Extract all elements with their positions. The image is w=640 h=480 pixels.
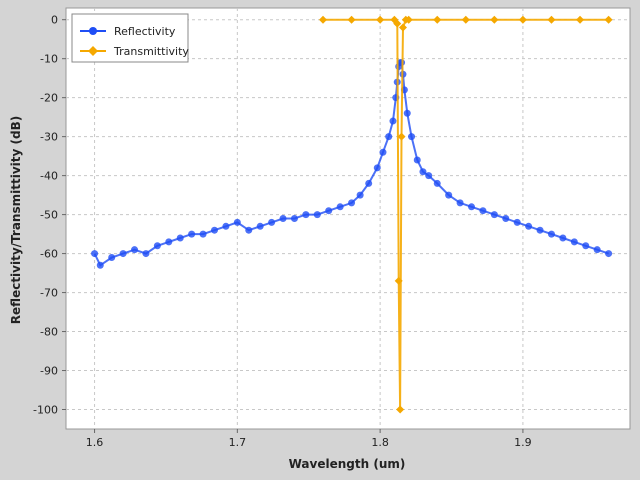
y-tick-label: -20: [40, 92, 58, 105]
data-point-reflectivity: [142, 250, 150, 258]
data-point-reflectivity: [490, 211, 498, 219]
y-tick-label: -60: [40, 248, 58, 261]
y-tick-label: 0: [51, 14, 58, 27]
data-point-reflectivity: [176, 234, 184, 242]
data-point-reflectivity: [389, 117, 397, 125]
data-point-reflectivity: [131, 246, 139, 254]
data-point-reflectivity: [96, 261, 104, 269]
x-tick-label: 1.8: [371, 436, 389, 449]
data-point-reflectivity: [268, 218, 276, 226]
data-point-reflectivity: [413, 156, 421, 164]
y-tick-label: -90: [40, 365, 58, 378]
data-point-reflectivity: [559, 234, 567, 242]
data-point-reflectivity: [313, 211, 321, 219]
data-point-reflectivity: [336, 203, 344, 211]
data-point-reflectivity: [302, 211, 310, 219]
y-tick-label: -10: [40, 53, 58, 66]
data-point-transmittivity: [518, 15, 527, 24]
y-tick-label: -100: [33, 404, 58, 417]
data-point-reflectivity: [165, 238, 173, 246]
x-tick-label: 1.7: [229, 436, 247, 449]
data-point-reflectivity: [279, 215, 287, 222]
data-point-reflectivity: [348, 199, 356, 207]
series-layer: [91, 15, 613, 414]
legend-marker-reflectivity: [89, 27, 97, 35]
y-axis-title: Reflectivity/Transmittivity (dB): [9, 116, 23, 324]
data-point-reflectivity: [365, 179, 373, 187]
data-point-transmittivity: [393, 19, 402, 28]
data-point-reflectivity: [513, 218, 521, 226]
legend: Reflectivity Transmittivity: [71, 13, 189, 63]
y-tick-label: -40: [40, 170, 58, 183]
data-point-transmittivity: [319, 15, 328, 24]
legend-label-transmittivity: Transmittivity: [113, 45, 189, 58]
data-point-reflectivity: [419, 168, 427, 176]
data-point-reflectivity: [290, 215, 298, 222]
data-point-reflectivity: [373, 164, 381, 172]
data-point-reflectivity: [256, 222, 264, 230]
data-point-transmittivity: [394, 276, 403, 285]
data-point-reflectivity: [379, 148, 387, 156]
data-point-transmittivity: [604, 15, 613, 24]
data-point-reflectivity: [570, 238, 578, 246]
data-point-reflectivity: [188, 230, 196, 238]
data-point-reflectivity: [403, 109, 411, 117]
data-point-reflectivity: [210, 226, 218, 234]
data-point-reflectivity: [445, 191, 453, 199]
data-point-reflectivity: [385, 133, 393, 141]
data-point-transmittivity: [576, 15, 585, 24]
data-point-reflectivity: [525, 222, 533, 230]
data-point-reflectivity: [325, 207, 333, 215]
data-point-transmittivity: [547, 15, 556, 24]
data-point-transmittivity: [433, 15, 442, 24]
x-tick-label: 1.6: [86, 436, 104, 449]
data-point-reflectivity: [593, 246, 601, 254]
data-point-reflectivity: [233, 218, 241, 226]
legend-label-reflectivity: Reflectivity: [114, 25, 176, 38]
data-point-reflectivity: [502, 215, 510, 222]
data-point-reflectivity: [356, 191, 364, 199]
data-point-reflectivity: [456, 199, 464, 207]
data-point-reflectivity: [408, 133, 416, 141]
data-point-reflectivity: [536, 226, 544, 234]
y-tick-label: -50: [40, 209, 58, 222]
data-point-reflectivity: [425, 172, 433, 180]
data-point-transmittivity: [396, 405, 405, 414]
x-tick-label: 1.9: [514, 436, 532, 449]
y-tick-label: -80: [40, 326, 58, 339]
data-point-reflectivity: [199, 230, 207, 238]
data-point-transmittivity: [347, 15, 356, 24]
ticks: 1.6 1.7 1.8 1.9 0 -10 -20 -30 -40 -50 -60 -70 -80 -90…: [33, 14, 532, 449]
y-tick-label: -30: [40, 131, 58, 144]
x-axis-title: Wavelength (um): [289, 457, 406, 471]
data-point-reflectivity: [479, 207, 487, 215]
data-point-transmittivity: [404, 15, 413, 24]
data-point-transmittivity: [376, 15, 385, 24]
data-point-reflectivity: [245, 226, 253, 234]
legend-marker-transmittivity: [88, 46, 98, 56]
data-point-transmittivity: [398, 23, 407, 32]
data-point-reflectivity: [222, 222, 230, 230]
data-point-reflectivity: [605, 250, 613, 258]
data-point-reflectivity: [547, 230, 555, 238]
data-point-reflectivity: [108, 253, 116, 261]
data-point-transmittivity: [461, 15, 470, 24]
data-point-reflectivity: [153, 242, 161, 250]
series-line-reflectivity: [93, 61, 609, 267]
data-point-reflectivity: [91, 250, 99, 258]
data-point-transmittivity: [490, 15, 499, 24]
data-point-reflectivity: [433, 179, 441, 187]
data-point-reflectivity: [119, 250, 127, 258]
data-point-reflectivity: [582, 242, 590, 250]
y-tick-label: -70: [40, 287, 58, 300]
data-point-reflectivity: [468, 203, 476, 211]
plot-background: [65, 7, 631, 430]
data-point-transmittivity: [397, 132, 406, 141]
